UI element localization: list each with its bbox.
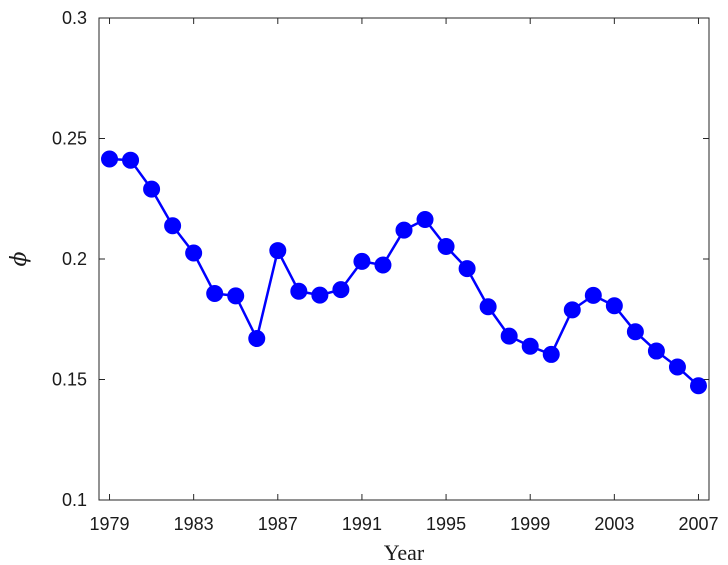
axis-ticks bbox=[99, 17, 709, 501]
y-tick-label: 0.2 bbox=[62, 249, 87, 269]
y-tick-label: 0.25 bbox=[52, 129, 87, 149]
data-point bbox=[353, 252, 371, 270]
data-point bbox=[605, 297, 623, 315]
data-point bbox=[164, 217, 182, 235]
x-tick-label: 2007 bbox=[678, 514, 718, 534]
data-point bbox=[101, 150, 119, 168]
data-point bbox=[248, 330, 266, 348]
plot-area bbox=[98, 17, 710, 501]
data-point bbox=[269, 242, 287, 260]
data-point bbox=[689, 377, 707, 395]
data-point bbox=[458, 260, 476, 278]
x-tick-label: 1983 bbox=[174, 514, 214, 534]
y-tick-label: 0.15 bbox=[52, 370, 87, 390]
data-point bbox=[227, 287, 245, 305]
data-point bbox=[437, 237, 455, 255]
data-point bbox=[500, 327, 518, 345]
x-tick-label: 1999 bbox=[510, 514, 550, 534]
data-point bbox=[584, 286, 602, 304]
data-point bbox=[185, 244, 203, 262]
x-tick-label: 1995 bbox=[426, 514, 466, 534]
data-point bbox=[374, 256, 392, 274]
data-point bbox=[521, 337, 539, 355]
x-tick-label: 2003 bbox=[594, 514, 634, 534]
y-tick-labels: 0.1 0.15 0.2 0.25 0.3 bbox=[52, 8, 87, 510]
data-point bbox=[668, 358, 686, 376]
data-point bbox=[143, 180, 161, 198]
x-tick-label: 1979 bbox=[89, 514, 129, 534]
data-point bbox=[647, 342, 665, 360]
series-layer bbox=[101, 150, 707, 395]
x-tick-label: 1987 bbox=[258, 514, 298, 534]
data-point bbox=[479, 298, 497, 316]
data-point bbox=[626, 323, 644, 341]
y-axis-title: ϕ bbox=[7, 252, 32, 267]
data-point bbox=[290, 282, 308, 300]
y-tick-label: 0.1 bbox=[62, 490, 87, 510]
y-tick-label: 0.3 bbox=[62, 8, 87, 28]
data-point bbox=[542, 345, 560, 363]
data-point bbox=[206, 284, 224, 302]
data-point bbox=[416, 210, 434, 228]
data-point bbox=[332, 281, 350, 299]
data-point bbox=[395, 221, 413, 239]
x-tick-labels: 1979 1983 1987 1991 1995 1999 2003 2007 bbox=[89, 514, 718, 534]
data-point bbox=[122, 151, 140, 169]
data-point bbox=[563, 301, 581, 319]
x-axis-title: Year bbox=[384, 540, 425, 565]
data-point bbox=[311, 286, 329, 304]
x-tick-label: 1991 bbox=[342, 514, 382, 534]
